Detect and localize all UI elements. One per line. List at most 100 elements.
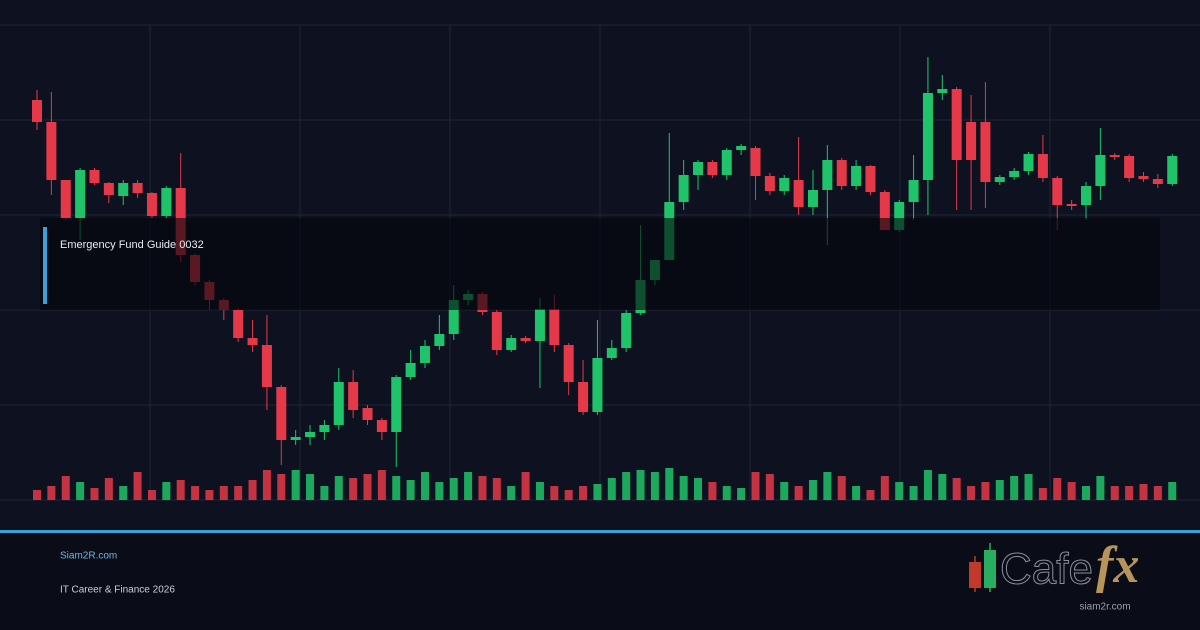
candle-body — [851, 166, 862, 186]
volume-bar — [392, 476, 401, 500]
candle-body — [32, 100, 42, 122]
volume-bar — [277, 474, 286, 500]
volume-bar — [895, 482, 904, 500]
candle-body — [391, 377, 402, 432]
candle-body — [146, 193, 157, 216]
candle-body — [434, 334, 445, 346]
volume-bar — [765, 474, 774, 500]
candle-body — [621, 313, 632, 348]
volume-bar — [981, 482, 990, 500]
candle-body — [736, 146, 747, 150]
footer-tagline: IT Career & Finance 2026 — [60, 585, 175, 596]
candle-body — [678, 175, 689, 202]
volume-bar — [665, 468, 674, 500]
candle-body — [894, 202, 905, 230]
candle-body — [779, 178, 790, 191]
volume-bar — [1038, 488, 1047, 500]
volume-bar — [33, 490, 41, 500]
banner-title: Emergency Fund Guide 0032 — [60, 239, 204, 251]
candle-body — [520, 338, 531, 341]
candle-body — [132, 183, 143, 193]
candle-body — [1009, 171, 1020, 177]
volume-bar — [794, 486, 803, 500]
candle-body — [233, 310, 244, 338]
candle-body — [1152, 179, 1163, 184]
volume-bar — [952, 478, 961, 500]
volume-bar — [262, 470, 271, 500]
volume-bar — [722, 486, 731, 500]
volume-bar — [306, 474, 315, 500]
volume-bar — [780, 482, 789, 500]
volume-bar — [607, 478, 616, 500]
volume-bar — [507, 486, 516, 500]
logo-word: Cafe — [1000, 545, 1093, 594]
candle-body — [1081, 186, 1092, 205]
candle-body — [721, 150, 732, 175]
candle-body — [506, 338, 517, 350]
volume-bar — [248, 480, 257, 500]
logo-url: siam2r.com — [1079, 602, 1130, 613]
volume-bar — [650, 472, 659, 500]
volume-bar — [938, 474, 947, 500]
candle-body — [578, 382, 589, 412]
volume-bar — [679, 476, 688, 500]
candle-body — [707, 162, 718, 175]
divider — [0, 530, 1200, 533]
candle-body — [922, 93, 933, 180]
volume-bar — [880, 476, 889, 500]
volume-bar — [1096, 476, 1105, 500]
volume-bar — [1010, 476, 1019, 500]
candle-body — [549, 309, 560, 345]
volume-bar — [219, 486, 228, 500]
volume-bar — [866, 490, 875, 500]
volume-bar — [636, 470, 645, 500]
candle-body — [103, 183, 114, 195]
volume-bar — [363, 474, 372, 500]
candle-body — [89, 170, 100, 183]
candle-body — [419, 346, 430, 363]
candle-body — [951, 89, 962, 160]
footer-site: Siam2R.com — [60, 551, 117, 562]
volume-bar — [435, 482, 444, 500]
volume-bar — [521, 472, 530, 500]
volume-bar — [708, 482, 717, 500]
volume-bar — [967, 486, 976, 500]
footer-background — [0, 533, 1200, 630]
candle-body — [980, 122, 991, 182]
logo-accent: fx — [1096, 537, 1139, 594]
candle-body — [1037, 154, 1048, 178]
candle-body — [1023, 154, 1034, 171]
candle-body — [261, 345, 272, 387]
logo-icon — [969, 543, 996, 592]
candle-body — [305, 432, 316, 437]
candle-body — [405, 363, 416, 377]
candle-body — [376, 420, 387, 432]
candle-body — [1167, 156, 1178, 184]
volume-bar — [694, 478, 703, 500]
candle-body — [534, 309, 545, 341]
volume-bar — [119, 486, 128, 500]
volume-bar — [176, 480, 185, 500]
candle-body — [865, 166, 876, 192]
candle-body — [46, 122, 57, 180]
candle-body — [750, 148, 761, 176]
candle-body — [1109, 155, 1120, 157]
volume-bar — [622, 472, 631, 500]
volume-bar — [449, 478, 458, 500]
candle-body — [1124, 156, 1135, 178]
volume-bar — [1139, 484, 1148, 500]
candle-body — [879, 192, 890, 230]
volume-bar — [334, 476, 343, 500]
candle-body — [247, 338, 258, 345]
volume-bar — [47, 486, 56, 500]
volume-bar — [1168, 482, 1177, 500]
candle-body — [764, 176, 775, 191]
candle-body — [966, 122, 977, 160]
volume-bar — [1082, 486, 1091, 500]
candle-body — [1066, 204, 1077, 206]
volume-bar — [377, 470, 386, 500]
volume-bar — [234, 486, 243, 500]
volume-bar — [852, 486, 861, 500]
volume-bar — [1024, 474, 1033, 500]
